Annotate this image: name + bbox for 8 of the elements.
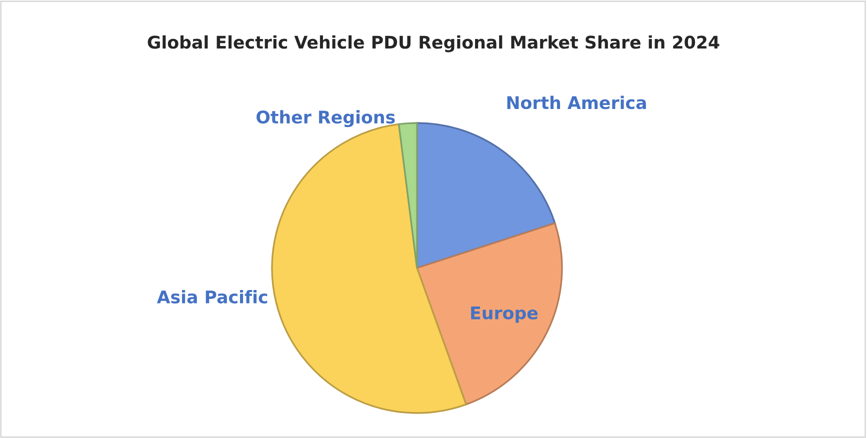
slice-label: Asia Pacific [156, 290, 268, 304]
pie-slice [416, 122, 556, 269]
chart-title: Global Electric Vehicle PDU Regional Market Share in 2024 [148, 35, 720, 52]
pie-slice [398, 122, 418, 269]
pie-slice [416, 222, 563, 406]
slice-label: Other Regions [256, 110, 395, 128]
slice-label: Europe [471, 306, 538, 323]
slice-label: North America [507, 96, 646, 110]
